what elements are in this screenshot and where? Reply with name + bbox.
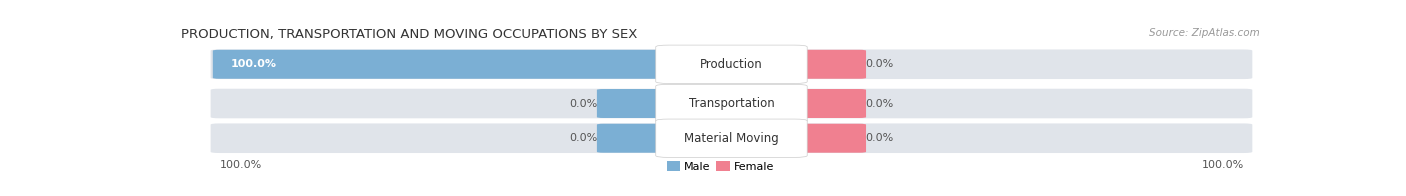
- FancyBboxPatch shape: [787, 124, 866, 153]
- Text: PRODUCTION, TRANSPORTATION AND MOVING OCCUPATIONS BY SEX: PRODUCTION, TRANSPORTATION AND MOVING OC…: [181, 28, 637, 41]
- Text: Production: Production: [700, 58, 763, 71]
- FancyBboxPatch shape: [211, 89, 1253, 118]
- Text: 0.0%: 0.0%: [569, 133, 598, 143]
- FancyBboxPatch shape: [598, 124, 675, 153]
- FancyBboxPatch shape: [655, 84, 807, 123]
- FancyBboxPatch shape: [655, 119, 807, 157]
- Legend: Male, Female: Male, Female: [662, 157, 779, 176]
- Text: Transportation: Transportation: [689, 97, 775, 110]
- FancyBboxPatch shape: [212, 50, 675, 79]
- Text: Material Moving: Material Moving: [685, 132, 779, 145]
- Text: 0.0%: 0.0%: [865, 133, 893, 143]
- Text: 100.0%: 100.0%: [1201, 160, 1244, 170]
- FancyBboxPatch shape: [598, 89, 675, 118]
- FancyBboxPatch shape: [787, 50, 866, 79]
- FancyBboxPatch shape: [787, 89, 866, 118]
- Text: 0.0%: 0.0%: [865, 99, 893, 109]
- Text: Source: ZipAtlas.com: Source: ZipAtlas.com: [1149, 28, 1260, 38]
- FancyBboxPatch shape: [655, 45, 807, 83]
- Text: 0.0%: 0.0%: [569, 99, 598, 109]
- Text: 100.0%: 100.0%: [231, 59, 276, 69]
- Text: 0.0%: 0.0%: [865, 59, 893, 69]
- Text: 100.0%: 100.0%: [219, 160, 262, 170]
- FancyBboxPatch shape: [211, 49, 1253, 79]
- FancyBboxPatch shape: [211, 123, 1253, 153]
